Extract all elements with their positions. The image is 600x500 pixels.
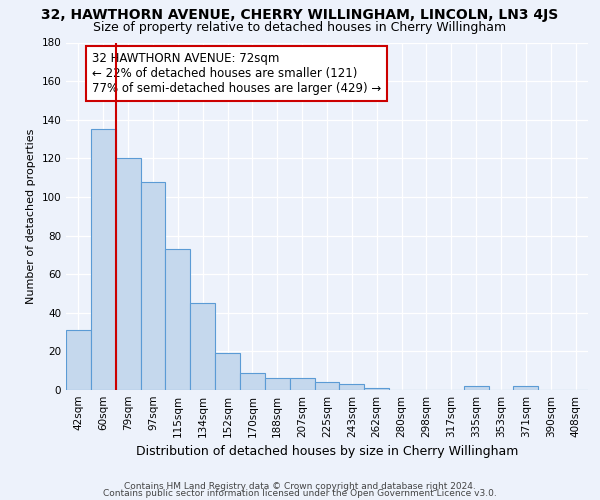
Bar [66, 330, 91, 390]
Bar [514, 386, 538, 390]
Bar [265, 378, 290, 390]
X-axis label: Distribution of detached houses by size in Cherry Willingham: Distribution of detached houses by size … [136, 446, 518, 458]
Bar [240, 372, 265, 390]
Bar [290, 378, 314, 390]
Bar [340, 384, 364, 390]
Bar [190, 303, 215, 390]
Y-axis label: Number of detached properties: Number of detached properties [26, 128, 36, 304]
Bar [215, 354, 240, 390]
Text: 32, HAWTHORN AVENUE, CHERRY WILLINGHAM, LINCOLN, LN3 4JS: 32, HAWTHORN AVENUE, CHERRY WILLINGHAM, … [41, 8, 559, 22]
Bar [166, 249, 190, 390]
Bar [464, 386, 488, 390]
Bar [116, 158, 140, 390]
Text: Contains HM Land Registry data © Crown copyright and database right 2024.: Contains HM Land Registry data © Crown c… [124, 482, 476, 491]
Text: Contains public sector information licensed under the Open Government Licence v3: Contains public sector information licen… [103, 489, 497, 498]
Bar [91, 130, 116, 390]
Text: 32 HAWTHORN AVENUE: 72sqm
← 22% of detached houses are smaller (121)
77% of semi: 32 HAWTHORN AVENUE: 72sqm ← 22% of detac… [92, 52, 382, 95]
Bar [314, 382, 340, 390]
Text: Size of property relative to detached houses in Cherry Willingham: Size of property relative to detached ho… [94, 21, 506, 34]
Bar [364, 388, 389, 390]
Bar [140, 182, 166, 390]
